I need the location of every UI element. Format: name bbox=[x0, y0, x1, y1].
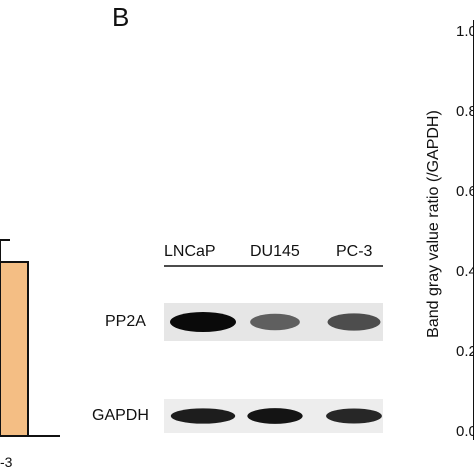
y-tick-label-0-8: 0.8 bbox=[456, 103, 474, 120]
lane-label-pc3: PC-3 bbox=[336, 243, 373, 260]
band-gapdh-lane-3 bbox=[326, 408, 382, 424]
y-tick-label-0-4: 0.4 bbox=[456, 263, 474, 280]
y-tick-label-1: 1.0 bbox=[456, 23, 474, 40]
lane-label-du145: DU145 bbox=[250, 243, 300, 260]
row-label-pp2a: PP2A bbox=[105, 313, 146, 330]
band-pp2a-lane-1 bbox=[170, 312, 236, 332]
left-panel-bar bbox=[0, 261, 29, 437]
band-gapdh-lane-2 bbox=[247, 408, 303, 424]
panel-label: B bbox=[112, 2, 130, 32]
row-label-gapdh: GAPDH bbox=[92, 407, 149, 424]
y-axis-title: Band gray value ratio (/GAPDH) bbox=[425, 110, 442, 338]
y-tick-label-0-0: 0.0 bbox=[456, 423, 474, 440]
band-pp2a-lane-2 bbox=[250, 313, 300, 331]
band-gapdh-lane-1 bbox=[170, 408, 236, 424]
band-pp2a-lane-3 bbox=[327, 313, 381, 331]
lane-label-lncap: LNCaP bbox=[164, 243, 216, 260]
left-panel-tick-label: -3 bbox=[0, 454, 13, 470]
y-tick-label-0-2: 0.2 bbox=[456, 343, 474, 360]
y-tick-label-0-6: 0.6 bbox=[456, 183, 474, 200]
blot-bands bbox=[170, 312, 382, 424]
